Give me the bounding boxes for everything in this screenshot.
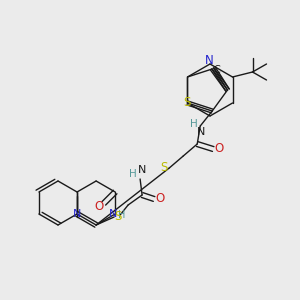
- Text: N: N: [73, 209, 81, 219]
- Text: N: N: [205, 55, 214, 68]
- Text: N: N: [197, 127, 206, 137]
- Text: H: H: [129, 169, 137, 179]
- Text: S: S: [183, 97, 190, 110]
- Text: O: O: [214, 142, 224, 154]
- Text: H: H: [118, 210, 126, 220]
- Text: O: O: [155, 193, 165, 206]
- Text: S: S: [160, 160, 168, 173]
- Text: N: N: [109, 209, 117, 219]
- Text: H: H: [190, 119, 198, 129]
- Text: C: C: [213, 65, 220, 75]
- Text: S: S: [114, 209, 122, 223]
- Text: O: O: [94, 200, 104, 213]
- Text: N: N: [138, 165, 146, 175]
